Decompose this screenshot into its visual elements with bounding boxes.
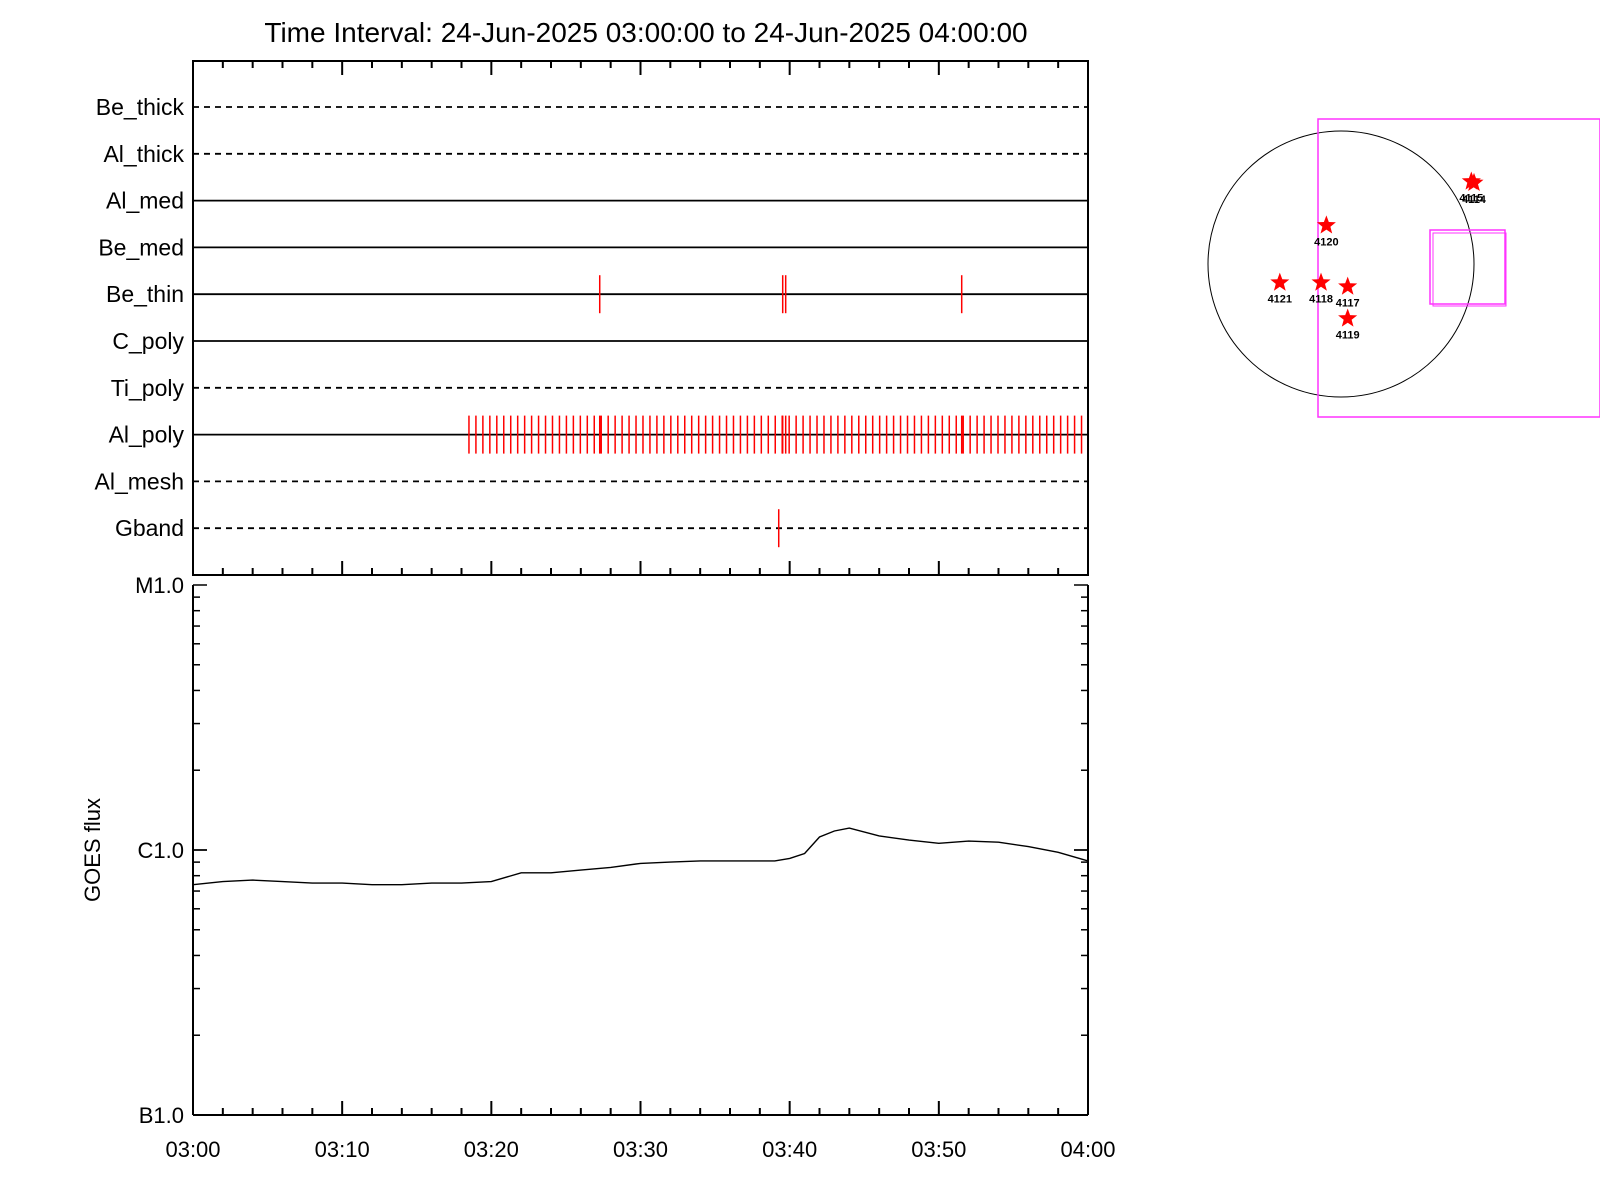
fov-box-small-inner [1432, 232, 1507, 307]
row-label-al_med: Al_med [106, 188, 184, 214]
active-region-star [1311, 272, 1331, 291]
active-region-star [1338, 308, 1358, 327]
active-region-star [1270, 272, 1290, 291]
row-label-al_mesh: Al_mesh [95, 468, 184, 494]
goes-x-tick-label: 03:40 [762, 1137, 817, 1162]
goes-x-tick-label: 03:20 [464, 1137, 519, 1162]
goes-flux-line [192, 827, 1089, 886]
timeline-panel: Be_thick Al_thick Al_med Be_med Be_thin C_pol… [95, 60, 1089, 576]
active-region-label: 4115 [1459, 193, 1483, 205]
solar-limb [1207, 130, 1475, 398]
active-region-label: 4120 [1314, 236, 1338, 248]
row-label-be_thin: Be_thin [106, 281, 184, 307]
fov-box-large [1317, 118, 1600, 418]
row-label-c_poly: C_poly [112, 328, 184, 354]
timeline-frame [192, 60, 1089, 576]
active-region-star [1461, 171, 1481, 190]
row-label-be_thick: Be_thick [96, 94, 185, 120]
active-region-label: 4118 [1309, 294, 1333, 306]
goes-x-tick-label: 03:10 [315, 1137, 370, 1162]
goes-y-tick-label: B1.0 [139, 1103, 184, 1128]
row-label-be_med: Be_med [98, 234, 184, 260]
active-region-label: 4119 [1336, 330, 1360, 342]
goes-x-tick-label: 03:30 [613, 1137, 668, 1162]
goes-panel: M1.0 C1.0 B1.0 03:00 03:10 03:20 03:30 03:40 03:… [80, 573, 1116, 1162]
active-region-label: 4117 [1336, 298, 1360, 310]
active-region-star [1338, 276, 1358, 295]
goes-x-tick-label: 04:00 [1060, 1137, 1115, 1162]
goes-y-tick-label: M1.0 [135, 573, 184, 598]
active-region-star [1316, 215, 1336, 234]
row-label-gband: Gband [115, 515, 184, 541]
active-region-label: 4114 [1462, 194, 1487, 206]
goes-x-tick-label: 03:00 [165, 1137, 220, 1162]
row-label-al_thick: Al_thick [103, 141, 184, 167]
row-label-ti_poly: Ti_poly [111, 375, 185, 401]
chart-title: Time Interval: 24-Jun-2025 03:00:00 to 2… [264, 17, 1027, 48]
goes-y-tick-label: C1.0 [138, 838, 184, 863]
fov-box-small [1429, 229, 1506, 305]
active-region-label: 4121 [1268, 294, 1292, 306]
goes-x-tick-label: 03:50 [911, 1137, 966, 1162]
row-label-al_poly: Al_poly [109, 422, 185, 448]
goes-y-axis-label: GOES flux [80, 798, 105, 902]
